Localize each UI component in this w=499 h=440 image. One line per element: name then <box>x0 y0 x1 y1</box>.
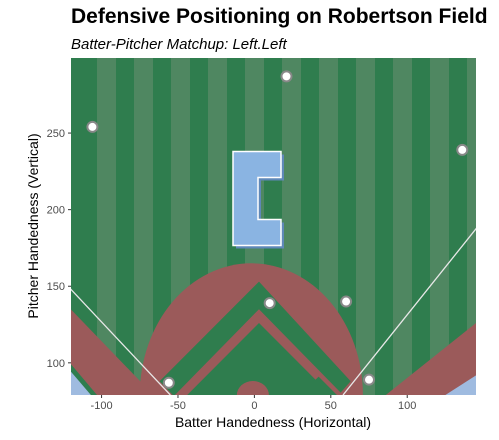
data-point <box>86 120 99 133</box>
data-point <box>263 297 276 310</box>
x-tick-label: -50 <box>170 400 186 412</box>
x-axis: -100 -50 0 50 100 <box>91 395 416 412</box>
team-logo <box>232 150 284 249</box>
x-axis-label: Batter Handedness (Horizontal) <box>175 414 371 430</box>
foul-territory-left <box>71 371 91 395</box>
y-axis-label: Pitcher Handedness (Vertical) <box>25 133 41 318</box>
x-tick-label: 100 <box>398 400 416 412</box>
x-tick-label: 50 <box>325 400 337 412</box>
grass-stripe <box>430 58 449 395</box>
y-tick-label: 200 <box>47 205 65 217</box>
y-tick-label: 150 <box>47 281 65 293</box>
home-plate-dirt <box>236 381 269 395</box>
y-axis: 100 150 200 250 <box>47 128 71 370</box>
foul-line-right <box>342 227 476 395</box>
grass-stripe <box>467 58 476 395</box>
data-point <box>280 70 293 83</box>
chart-title: Defensive Positioning on Robertson Field <box>71 5 488 28</box>
infield-grass-inner <box>187 323 331 395</box>
y-tick-label: 100 <box>47 358 65 370</box>
x-tick-label: 0 <box>251 400 257 412</box>
data-point <box>456 143 469 156</box>
grass-stripe <box>97 58 116 395</box>
grass-stripe <box>134 58 153 395</box>
y-tick-label: 250 <box>47 128 65 140</box>
baseline-dirt-right <box>385 322 476 395</box>
chart-subtitle: Batter-Pitcher Matchup: Left.Left <box>71 36 287 53</box>
foul-line-left <box>71 288 171 395</box>
x-tick-label: -100 <box>91 400 113 412</box>
baseline-dirt-left <box>71 309 154 395</box>
player-points <box>86 70 469 389</box>
plot-panel <box>71 58 476 395</box>
data-point <box>363 373 376 386</box>
data-point <box>162 376 175 389</box>
data-point <box>340 295 353 308</box>
base-cutout <box>300 376 337 395</box>
foul-lines <box>71 227 476 395</box>
infield-dirt <box>71 263 476 395</box>
logo-letter-shape <box>232 150 282 247</box>
grass-stripe <box>393 58 412 395</box>
grass-stripe <box>356 58 375 395</box>
